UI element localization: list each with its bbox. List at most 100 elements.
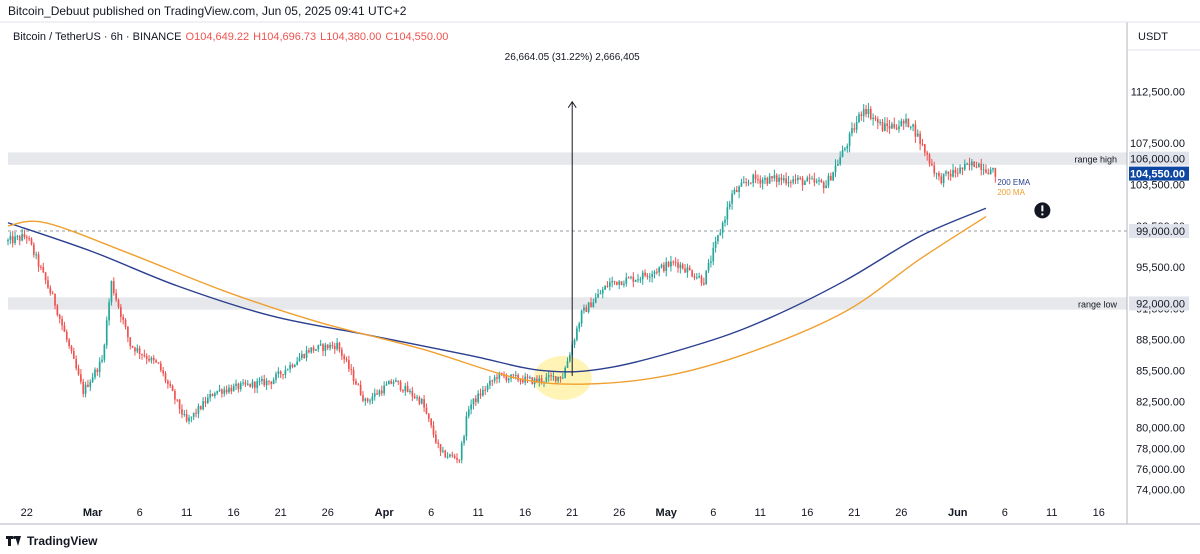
y-tick-label: 103,500.00 — [1130, 179, 1185, 191]
y-tick-label: 107,500.00 — [1130, 138, 1185, 150]
ohlc-close: C104,550.00 — [385, 31, 448, 43]
candle-down — [117, 299, 120, 308]
candle-down — [928, 154, 931, 164]
candle-down — [18, 236, 21, 241]
candle-up — [839, 156, 842, 164]
candle-down — [554, 376, 557, 382]
candle-down — [131, 346, 134, 348]
candle-down — [559, 376, 562, 379]
candle-down — [735, 189, 738, 192]
candle-up — [569, 354, 571, 362]
candle-down — [129, 337, 132, 347]
candle-up — [289, 364, 291, 370]
candle-down — [152, 357, 155, 361]
candle-down — [684, 268, 686, 273]
candle-up — [315, 349, 317, 351]
ohlc-low: L104,380.00 — [320, 31, 381, 43]
candle-up — [446, 456, 449, 458]
candle-up — [982, 169, 985, 171]
candle-down — [985, 169, 987, 173]
candle-up — [641, 272, 644, 280]
candle-down — [432, 425, 435, 435]
candle-down — [124, 319, 127, 327]
candle-up — [731, 193, 733, 204]
candle-up — [258, 380, 261, 382]
candle-up — [420, 399, 423, 404]
candle-up — [587, 302, 590, 313]
candle-down — [51, 293, 54, 295]
candle-down — [893, 124, 896, 128]
brand-name: TradingView — [27, 534, 98, 548]
candle-up — [625, 277, 628, 284]
y-tick-label: 95,500.00 — [1136, 262, 1185, 274]
candle-up — [493, 377, 496, 381]
candle-down — [632, 276, 635, 282]
candle-down — [829, 175, 832, 181]
candle-down — [237, 383, 240, 390]
candle-down — [157, 362, 160, 364]
candle-up — [136, 348, 139, 352]
candle-down — [474, 398, 477, 403]
candle-up — [705, 270, 708, 285]
candle-down — [72, 351, 75, 359]
x-tick-label: 11 — [472, 507, 483, 519]
candle-down — [195, 412, 197, 414]
candle-down — [627, 277, 630, 279]
candle-up — [277, 371, 280, 374]
candle-down — [352, 369, 355, 381]
candle-down — [418, 397, 421, 404]
candle-up — [183, 413, 186, 415]
candle-up — [583, 307, 585, 311]
candle-down — [822, 182, 825, 189]
candle-down — [606, 285, 609, 287]
candle-up — [317, 345, 320, 350]
candle-down — [865, 109, 867, 115]
candle-down — [820, 180, 823, 183]
candle-down — [430, 418, 432, 426]
candle-up — [232, 385, 235, 392]
candle-down — [30, 238, 33, 245]
price-level-tag — [1129, 296, 1189, 311]
candle-up — [385, 384, 388, 386]
candle-up — [724, 219, 726, 223]
candle-down — [423, 399, 425, 408]
candle-down — [907, 118, 910, 128]
ohlc-open: O104,649.22 — [186, 31, 250, 43]
candle-down — [244, 382, 247, 385]
candle-up — [797, 177, 799, 181]
candle-down — [134, 347, 136, 352]
candle-down — [141, 354, 143, 356]
candle-down — [754, 174, 757, 180]
x-tick-label: 6 — [137, 507, 143, 519]
candle-up — [472, 398, 475, 405]
candle-down — [881, 122, 884, 131]
candle-up — [710, 261, 712, 263]
candle-down — [613, 280, 616, 282]
zone-label: range high — [1074, 155, 1117, 165]
candle-up — [324, 344, 327, 351]
candle-up — [594, 297, 597, 303]
candle-down — [33, 244, 35, 255]
candle-down — [785, 178, 787, 184]
candle-down — [620, 281, 623, 285]
candle-up — [409, 390, 411, 393]
candle-up — [7, 239, 9, 242]
candle-down — [947, 171, 950, 175]
candle-down — [521, 380, 524, 383]
candle-up — [319, 344, 322, 346]
candle-down — [40, 266, 42, 268]
candle-down — [427, 413, 430, 419]
candle-up — [900, 120, 903, 127]
currency-label[interactable]: USDT — [1138, 31, 1168, 43]
candle-up — [9, 236, 12, 240]
price-level-label: 92,000.00 — [1136, 298, 1185, 310]
candle-down — [70, 346, 73, 352]
candle-down — [940, 176, 943, 184]
candle-down — [973, 161, 976, 167]
x-tick-label: 6 — [428, 507, 434, 519]
candle-up — [970, 161, 973, 166]
candle-down — [888, 126, 891, 129]
candle-up — [782, 178, 785, 181]
alert-icon-dot — [1041, 213, 1044, 216]
